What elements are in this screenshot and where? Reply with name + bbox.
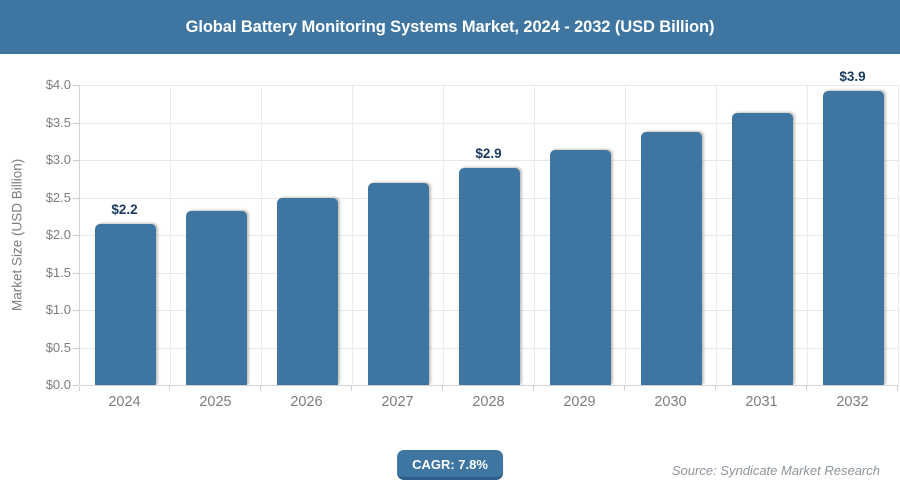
bar-2028 [459,167,520,385]
y-tick-label: $2.5 [45,189,71,205]
y-tick-label: $3.5 [45,114,71,130]
x-tick-mark [79,386,80,391]
h-gridline [80,85,899,86]
y-tick-label: $1.5 [45,264,71,280]
v-gridline [898,85,899,385]
y-tick-mark [73,197,79,199]
v-gridline [625,85,626,385]
y-tick-label: $2.0 [45,227,71,242]
v-gridline [352,85,353,385]
v-gridline [716,85,717,385]
y-tick-label: $3.0 [45,152,71,167]
source-text: Source: Syndicate Market Research [671,463,880,478]
x-axis-label: 2026 [290,394,323,410]
x-tick-mark [533,386,534,391]
y-tick-label: $0.5 [45,339,71,355]
bar-2027 [368,183,429,385]
x-tick-mark [806,386,807,391]
y-tick-label: $0.0 [45,377,71,392]
x-tick-mark [715,386,716,391]
bar-value-label: $3.9 [839,69,866,84]
h-gridline [80,160,899,161]
y-tick-mark [73,85,79,86]
x-axis-label: 2032 [836,394,869,410]
chart-title: Global Battery Monitoring Systems Market… [185,17,715,36]
y-tick-mark [73,310,79,311]
plot-area [79,85,899,386]
y-tick-mark [73,160,79,161]
bar-2030 [641,132,702,385]
y-tick-mark [73,122,79,124]
bar-value-label: $2.2 [111,201,138,217]
v-gridline [807,85,808,385]
x-tick-mark [351,386,352,391]
bar-2032 [823,91,884,385]
x-axis-label: 2024 [108,394,141,410]
bar-2026 [277,197,338,385]
x-axis-label: 2027 [381,394,414,410]
bar-2025 [186,211,247,385]
x-tick-mark [897,386,898,391]
v-gridline [170,85,171,385]
v-gridline [534,85,535,385]
h-gridline [80,385,899,386]
bar-2024 [95,223,156,385]
x-axis-label: 2029 [563,394,596,410]
x-tick-mark [169,386,170,391]
y-tick-mark [73,235,79,236]
bar-2029 [550,150,611,385]
x-tick-mark [442,386,443,391]
y-tick-label: $1.0 [45,302,71,317]
x-tick-mark [260,386,261,391]
y-tick-mark [73,272,79,274]
y-tick-label: $4.0 [45,77,71,92]
x-tick-mark [624,386,625,391]
v-gridline [443,85,444,385]
x-axis-label: 2028 [472,394,505,410]
y-tick-mark [73,385,79,386]
h-gridline [80,122,899,124]
cagr-badge: CAGR: 7.8% [397,450,503,480]
x-axis-label: 2025 [199,394,232,410]
chart-header: Global Battery Monitoring Systems Market… [0,0,900,54]
x-axis-label: 2031 [745,394,778,410]
x-axis-label: 2030 [654,394,687,410]
bar-2031 [732,112,793,385]
y-tick-mark [73,347,79,349]
v-gridline [261,85,262,385]
bar-value-label: $2.9 [475,145,502,161]
